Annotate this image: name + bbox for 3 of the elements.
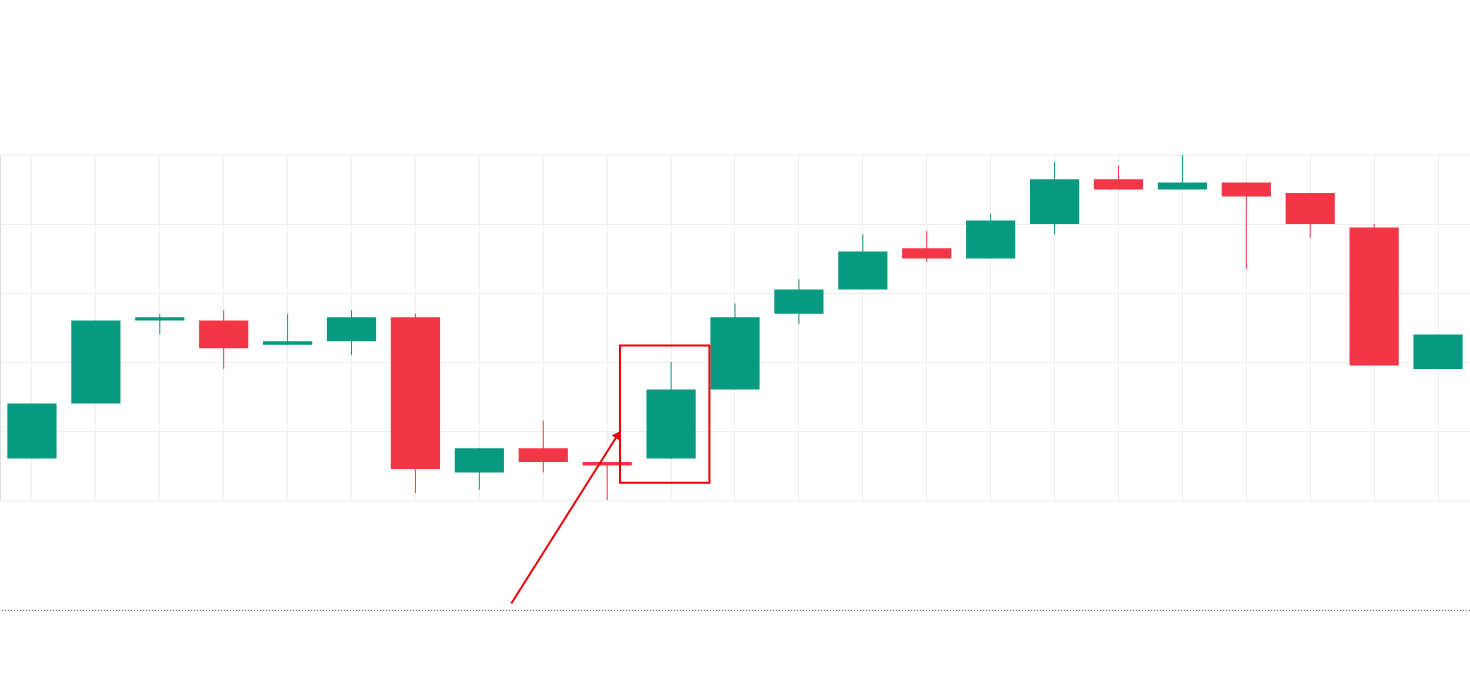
- candlestick: [135, 313, 185, 335]
- candlestick: [263, 313, 313, 346]
- candlestick: [582, 461, 632, 501]
